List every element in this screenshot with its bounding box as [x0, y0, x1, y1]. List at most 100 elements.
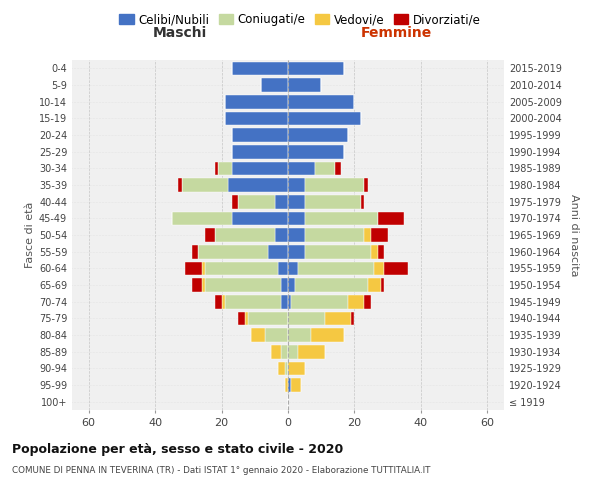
Bar [284, 378, 288, 392]
Bar [314, 162, 335, 175]
Text: COMUNE DI PENNA IN TEVERINA (TR) - Dati ISTAT 1° gennaio 2020 - Elaborazione TUT: COMUNE DI PENNA IN TEVERINA (TR) - Dati … [12, 466, 431, 475]
Bar [385, 262, 407, 275]
Bar [281, 345, 288, 358]
Bar [361, 195, 364, 208]
Bar [288, 295, 292, 308]
Bar [178, 178, 182, 192]
Bar [172, 212, 232, 225]
Bar [292, 295, 348, 308]
Bar [288, 112, 361, 125]
Bar [248, 312, 288, 325]
Bar [275, 195, 288, 208]
Bar [202, 262, 205, 275]
Bar [191, 278, 202, 292]
Text: Popolazione per età, sesso e stato civile - 2020: Popolazione per età, sesso e stato civil… [12, 442, 343, 456]
Bar [268, 245, 288, 258]
Bar [348, 295, 364, 308]
Bar [364, 228, 371, 242]
Bar [265, 328, 288, 342]
Bar [288, 228, 305, 242]
Bar [215, 228, 275, 242]
Bar [278, 262, 288, 275]
Legend: Celibi/Nubili, Coniugati/e, Vedovi/e, Divorziati/e: Celibi/Nubili, Coniugati/e, Vedovi/e, Di… [115, 8, 485, 31]
Text: Femmine: Femmine [361, 26, 431, 40]
Y-axis label: Anni di nascita: Anni di nascita [569, 194, 578, 276]
Bar [232, 145, 288, 158]
Bar [185, 262, 202, 275]
Bar [368, 278, 381, 292]
Bar [202, 278, 205, 292]
Bar [205, 262, 278, 275]
Bar [288, 195, 305, 208]
Bar [295, 278, 368, 292]
Bar [218, 162, 232, 175]
Bar [215, 295, 221, 308]
Bar [288, 162, 314, 175]
Bar [198, 245, 268, 258]
Bar [288, 212, 305, 225]
Bar [364, 178, 368, 192]
Bar [371, 245, 378, 258]
Bar [232, 62, 288, 75]
Bar [228, 178, 288, 192]
Bar [298, 345, 325, 358]
Bar [232, 212, 288, 225]
Bar [182, 178, 228, 192]
Bar [378, 212, 404, 225]
Bar [215, 162, 218, 175]
Bar [298, 262, 374, 275]
Bar [262, 78, 288, 92]
Bar [205, 228, 215, 242]
Bar [305, 245, 371, 258]
Bar [205, 278, 281, 292]
Bar [288, 345, 298, 358]
Bar [288, 312, 325, 325]
Bar [288, 78, 321, 92]
Bar [284, 362, 288, 375]
Bar [288, 262, 298, 275]
Bar [221, 295, 225, 308]
Bar [238, 312, 245, 325]
Bar [378, 245, 385, 258]
Bar [305, 178, 364, 192]
Bar [225, 95, 288, 108]
Bar [371, 228, 388, 242]
Bar [238, 195, 275, 208]
Bar [288, 62, 344, 75]
Bar [288, 128, 348, 142]
Bar [232, 128, 288, 142]
Text: Maschi: Maschi [153, 26, 207, 40]
Bar [288, 378, 292, 392]
Bar [271, 345, 281, 358]
Bar [381, 278, 385, 292]
Bar [288, 178, 305, 192]
Bar [245, 312, 248, 325]
Bar [278, 362, 284, 375]
Bar [281, 295, 288, 308]
Bar [275, 228, 288, 242]
Bar [311, 328, 344, 342]
Bar [225, 295, 281, 308]
Bar [325, 312, 351, 325]
Bar [292, 378, 301, 392]
Bar [288, 145, 344, 158]
Bar [251, 328, 265, 342]
Bar [225, 112, 288, 125]
Y-axis label: Fasce di età: Fasce di età [25, 202, 35, 268]
Bar [305, 195, 361, 208]
Bar [288, 362, 305, 375]
Bar [232, 162, 288, 175]
Bar [232, 195, 238, 208]
Bar [351, 312, 355, 325]
Bar [305, 212, 378, 225]
Bar [288, 328, 311, 342]
Bar [281, 278, 288, 292]
Bar [364, 295, 371, 308]
Bar [191, 245, 198, 258]
Bar [288, 245, 305, 258]
Bar [288, 95, 355, 108]
Bar [374, 262, 385, 275]
Bar [335, 162, 341, 175]
Bar [305, 228, 364, 242]
Bar [288, 278, 295, 292]
